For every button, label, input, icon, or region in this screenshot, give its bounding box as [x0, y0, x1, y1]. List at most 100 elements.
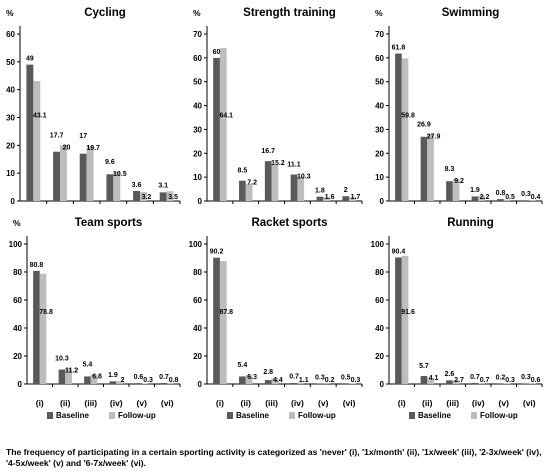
swimming-bar-baseline-5: [497, 199, 504, 201]
team-sports-bar-baseline-6: [160, 383, 168, 384]
cycling-bar-followup-2: [60, 145, 67, 201]
cycling-bar-baseline-1: [26, 64, 34, 201]
cycling-ytick-label: 40: [6, 86, 15, 95]
swimming-ytick-label: 10: [375, 173, 384, 182]
swimming-ytick-label: 60: [375, 54, 384, 63]
racket-sports-bar-baseline-2: [239, 376, 246, 384]
team-sports-ytick-label: 80: [13, 268, 22, 277]
running-bar-followup-3: [452, 380, 460, 384]
racket-sports-bar-followup-1: [219, 261, 227, 384]
strength-training-ytick-label: 20: [193, 149, 202, 158]
strength-training-bar-followup-4: [297, 176, 305, 201]
cycling-label-followup-3: 19.7: [86, 145, 100, 152]
running-bar-followup-4: [478, 383, 485, 384]
racket-sports-legend-label-baseline: Baseline: [236, 411, 269, 420]
team-sports-bar-followup-4: [116, 381, 123, 384]
strength-training-bar-baseline-1: [213, 57, 220, 201]
running-ytick-label: 60: [375, 296, 384, 305]
racket-sports-bar-baseline-3: [264, 380, 272, 384]
team-sports-label-baseline-4: 1.9: [108, 372, 118, 379]
racket-sports-ytick-label: 80: [193, 268, 202, 277]
swimming-bar-baseline-4: [471, 196, 479, 201]
team-sports-bar-baseline-1: [33, 270, 40, 384]
team-sports-label-baseline-3: 5.4: [83, 361, 93, 368]
swimming-ytick-label: 40: [375, 102, 384, 111]
cycling-ytick-label: 10: [6, 169, 15, 178]
strength-training-bar-baseline-5: [316, 196, 324, 201]
swimming-ytick-label: 50: [375, 78, 384, 87]
swimming-bar-followup-4: [478, 195, 485, 201]
team-sports-category-label: (iii): [84, 398, 97, 408]
strength-training-ytick-label: 60: [193, 54, 202, 63]
running-legend-label-baseline: Baseline: [418, 411, 451, 420]
running-label-followup-2: 4.1: [429, 375, 439, 382]
team-sports-label-followup-1: 78.8: [39, 309, 53, 316]
running-legend-swatch-followup: [471, 412, 477, 419]
running-bar-baseline-1: [395, 257, 402, 384]
swimming-title: Swimming: [442, 7, 500, 19]
running-bar-followup-2: [427, 378, 434, 384]
strength-training-label-baseline-1: 60: [213, 49, 221, 56]
team-sports-bar-followup-3: [90, 374, 98, 384]
swimming-label-followup-2: 27.9: [427, 133, 441, 140]
strength-training-label-followup-6: 1.7: [351, 194, 361, 201]
swimming-bar-baseline-3: [446, 181, 453, 201]
swimming-ytick-label: 70: [375, 30, 384, 39]
running-label-followup-6: 0.6: [531, 377, 541, 384]
racket-sports-label-followup-4: 1.1: [299, 377, 309, 384]
cycling-label-followup-6: 3.5: [168, 194, 178, 201]
running-label-followup-1: 91.6: [401, 309, 415, 316]
team-sports-legend-label-followup: Follow-up: [118, 411, 156, 420]
strength-training-bar-baseline-6: [342, 196, 350, 201]
swimming-ytick-label: 0: [380, 197, 385, 206]
racket-sports-label-baseline-1: 90.2: [210, 249, 224, 256]
cycling-bar-baseline-4: [106, 174, 114, 201]
swimming-ytick-label: 30: [375, 125, 384, 134]
strength-training-label-followup-5: 1.6: [325, 194, 335, 201]
team-sports-bar-baseline-5: [135, 383, 142, 384]
running-ytick-label: 0: [380, 380, 385, 389]
team-sports-label-followup-4: 2: [121, 377, 125, 384]
strength-training-label-followup-4: 10.3: [297, 174, 311, 181]
swimming-label-followup-6: 0.4: [531, 194, 541, 201]
strength-training-ytick-label: 50: [193, 78, 202, 87]
cycling-bar-followup-1: [33, 81, 41, 201]
team-sports-label-followup-6: 0.8: [169, 377, 179, 384]
cycling-bar-followup-5: [140, 192, 147, 201]
cycling-bar-followup-3: [86, 146, 94, 201]
cycling-label-followup-1: 43.1: [33, 113, 47, 120]
cycling-ytick-label: 60: [6, 30, 15, 39]
racket-sports-label-baseline-5: 0.3: [315, 375, 325, 382]
running-category-label: (i): [398, 398, 406, 408]
cycling-label-followup-2: 20: [63, 144, 71, 151]
swimming-bar-followup-1: [401, 58, 409, 201]
running-label-followup-5: 0.3: [505, 377, 515, 384]
team-sports-legend-label-baseline: Baseline: [56, 411, 89, 420]
running-label-followup-4: 0.7: [480, 377, 490, 384]
running-category-label: (iii): [446, 398, 459, 408]
cycling-label-baseline-2: 17.7: [50, 132, 64, 139]
racket-sports-ytick-label: 20: [193, 352, 202, 361]
cycling-ytick-label: 30: [6, 114, 15, 123]
team-sports-bar-followup-1: [39, 273, 47, 384]
running-ytick-label: 40: [375, 324, 384, 333]
team-sports-category-label: (iv): [110, 398, 123, 408]
cycling-label-followup-4: 10.5: [113, 171, 127, 178]
running-category-label: (v): [499, 398, 510, 408]
team-sports-category-label: (ii): [60, 398, 71, 408]
racket-sports-bar-followup-4: [297, 382, 305, 384]
cycling-ytick-label: 0: [11, 197, 16, 206]
cycling-label-baseline-3: 17: [79, 133, 87, 140]
running-ytick-label: 20: [375, 352, 384, 361]
team-sports-bar-followup-2: [65, 368, 72, 384]
swimming-label-followup-5: 0.5: [505, 194, 515, 201]
cycling-label-baseline-6: 3.1: [158, 182, 168, 189]
team-sports-label-baseline-1: 80.8: [30, 262, 44, 269]
running-label-baseline-3: 2.6: [445, 371, 455, 378]
team-sports-ytick-label: 60: [13, 296, 22, 305]
running-label-baseline-6: 0.3: [521, 374, 531, 381]
team-sports-label-followup-5: 0.3: [143, 377, 153, 384]
swimming-label-baseline-6: 0.3: [521, 191, 531, 198]
team-sports-ytick-label: 40: [13, 324, 22, 333]
team-sports-ylabel: %: [13, 218, 21, 228]
